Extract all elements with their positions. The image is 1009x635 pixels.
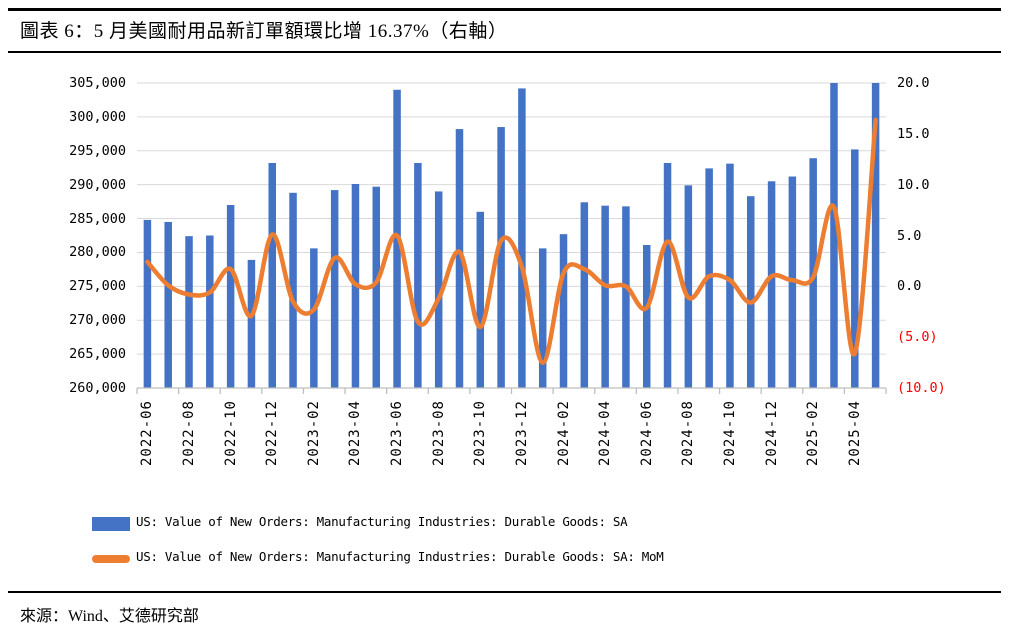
x-axis-tick-label: 2023-02 xyxy=(305,400,322,467)
bar xyxy=(434,191,443,388)
bar xyxy=(830,83,838,388)
bar xyxy=(476,211,485,388)
bar xyxy=(330,190,339,388)
x-axis-tick-label: 2023-06 xyxy=(389,400,406,467)
bar xyxy=(747,196,755,388)
bar xyxy=(268,162,276,388)
x-axis-tick-label: 2024-10 xyxy=(721,400,738,467)
x-axis-tick-label: 2024-06 xyxy=(638,400,655,467)
right-axis-tick-label: (5.0) xyxy=(897,329,938,346)
bar-series-label: US: Value of New Orders: Manufacturing I… xyxy=(136,514,628,529)
right-axis-tick-label: 0.0 xyxy=(897,278,922,295)
bar xyxy=(518,88,526,388)
x-axis-tick-label: 2025-04 xyxy=(846,400,863,467)
right-axis-tick-label: 10.0 xyxy=(897,176,930,193)
left-axis-tick-label: 280,000 xyxy=(69,244,126,261)
line-series-swatch xyxy=(92,555,130,563)
x-axis-tick-label: 2022-12 xyxy=(264,400,281,467)
left-axis-tick-label: 305,000 xyxy=(69,75,126,91)
bar xyxy=(642,244,651,388)
x-axis-tick-label: 2024-08 xyxy=(680,400,697,467)
bar xyxy=(684,185,693,388)
bar xyxy=(372,186,381,388)
bar xyxy=(206,235,214,388)
x-axis-tick-label: 2025-02 xyxy=(805,400,822,467)
left-axis-tick-label: 285,000 xyxy=(69,210,126,227)
bar xyxy=(767,181,776,388)
bar xyxy=(185,236,193,388)
x-axis-tick-label: 2023-12 xyxy=(513,400,530,467)
x-axis-tick-label: 2022-10 xyxy=(222,400,239,467)
bar xyxy=(726,163,734,388)
bar xyxy=(622,206,630,388)
left-axis-tick-label: 300,000 xyxy=(69,108,126,125)
left-axis-tick-label: 275,000 xyxy=(69,278,126,295)
x-axis-tick-label: 2023-10 xyxy=(472,400,489,467)
bar xyxy=(580,202,589,388)
bar xyxy=(414,162,422,388)
chart-plot-area xyxy=(136,82,887,394)
bar-series-swatch xyxy=(92,517,130,531)
x-axis-tick-label: 2022-06 xyxy=(139,400,156,467)
top-rule xyxy=(8,8,1001,11)
source-divider xyxy=(8,591,1001,593)
x-axis-tick-label: 2022-08 xyxy=(181,400,197,467)
x-axis-tick-label: 2023-08 xyxy=(430,400,447,467)
bar xyxy=(143,219,152,388)
bar xyxy=(871,83,880,388)
bar xyxy=(559,234,568,388)
x-axis-tick-label: 2024-12 xyxy=(763,400,780,467)
bar xyxy=(497,127,505,389)
mom-line xyxy=(145,117,878,365)
bar xyxy=(538,248,547,388)
right-axis-tick-label: 20.0 xyxy=(897,75,930,91)
bar xyxy=(663,162,672,388)
bar xyxy=(247,259,256,388)
left-axis-tick-label: 265,000 xyxy=(69,346,126,363)
left-axis-tick-label: 290,000 xyxy=(69,176,126,193)
right-axis-tick-label: (10.0) xyxy=(897,380,946,396)
right-axis-tick-label: 15.0 xyxy=(897,125,930,142)
bar xyxy=(851,149,859,388)
bar xyxy=(289,192,297,388)
x-axis-tick-label: 2024-04 xyxy=(597,400,614,467)
left-axis-tick-label: 260,000 xyxy=(69,380,126,396)
bar xyxy=(455,129,464,389)
line-series-label: US: Value of New Orders: Manufacturing I… xyxy=(136,549,664,564)
right-axis-tick-label: 5.0 xyxy=(897,227,922,244)
figure-title: 圖表 6：5 月美國耐用品新訂單額環比增 16.37%（右軸） xyxy=(20,21,508,42)
x-axis-tick-label: 2024-02 xyxy=(555,400,572,467)
left-axis-tick-label: 295,000 xyxy=(69,142,126,159)
source-note: 來源：Wind、艾德研究部 xyxy=(20,608,199,625)
bar xyxy=(226,205,235,388)
bar xyxy=(601,205,609,388)
title-underline xyxy=(8,51,1001,53)
left-axis-tick-label: 270,000 xyxy=(69,312,126,329)
bar xyxy=(310,248,318,388)
x-axis-tick-label: 2023-04 xyxy=(347,400,364,467)
bar xyxy=(164,221,172,388)
